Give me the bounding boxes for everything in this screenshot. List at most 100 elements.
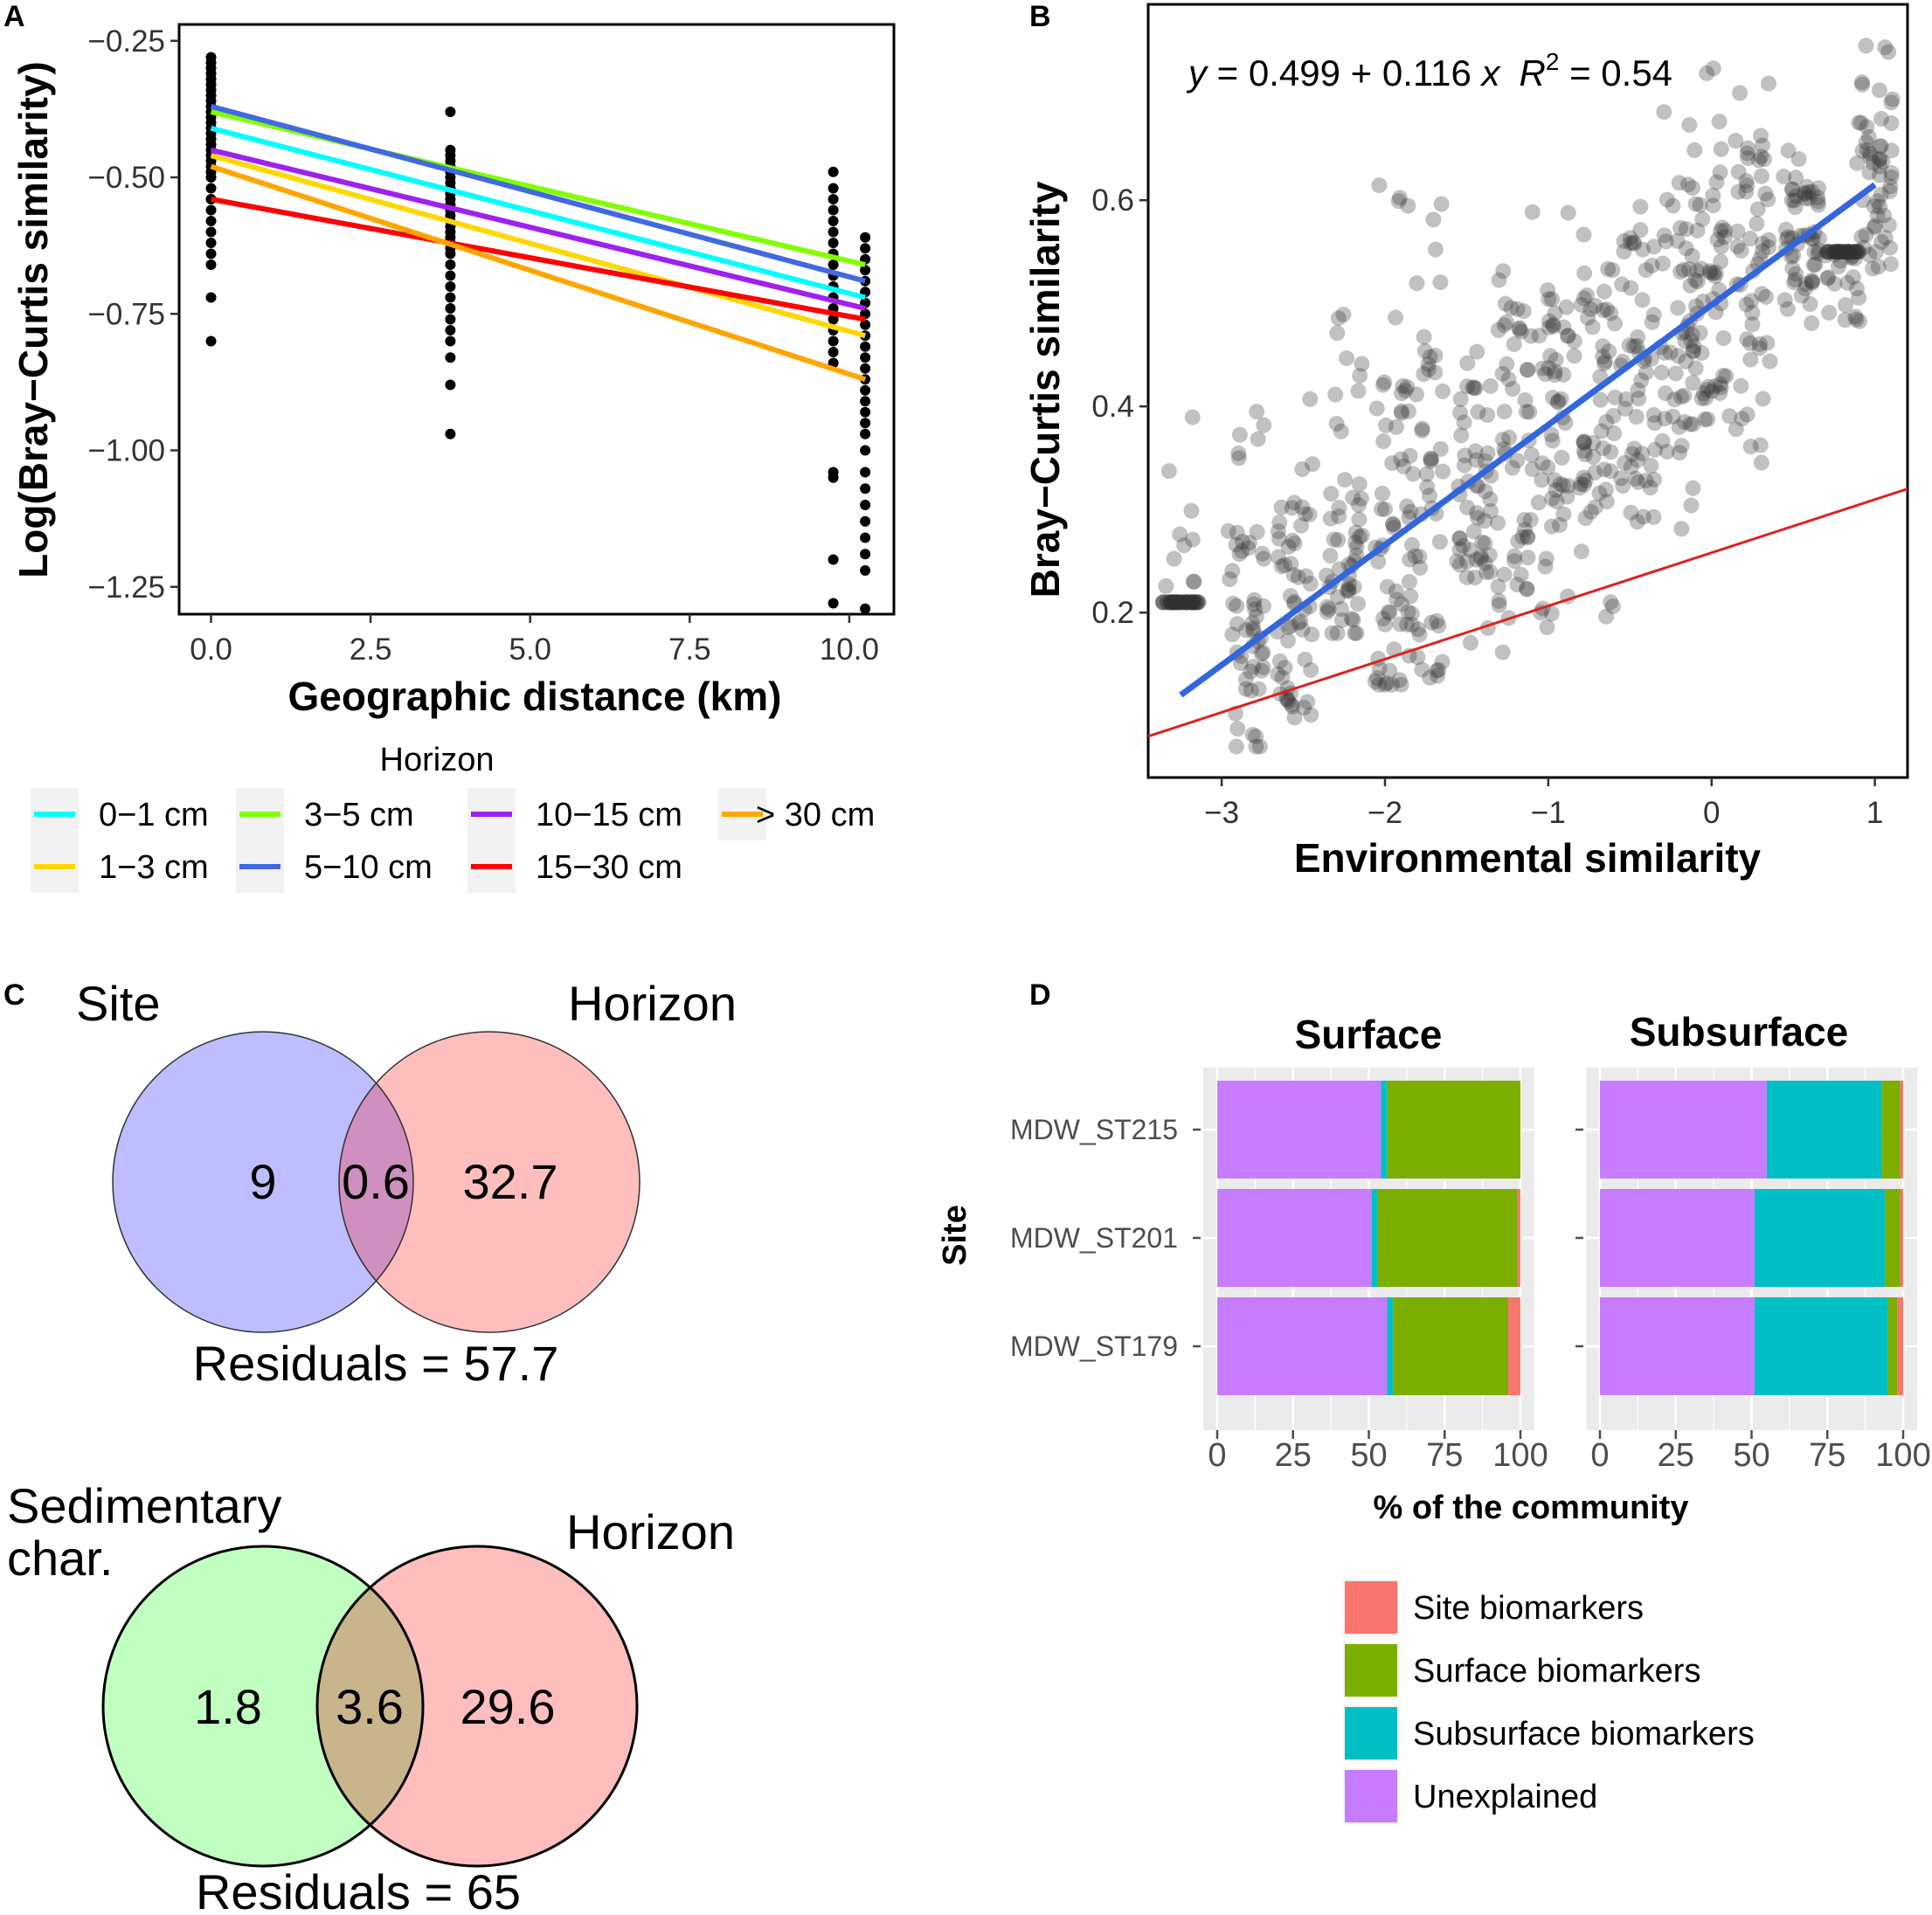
panel-b-point <box>1297 651 1313 667</box>
d-x-tick-label: 50 <box>1733 1437 1769 1474</box>
panel-b-point <box>1744 305 1761 321</box>
panel-b-point <box>1166 550 1182 567</box>
panel-b-point <box>1292 613 1309 630</box>
panel-b-point <box>1496 404 1513 420</box>
panel-b-point <box>1582 503 1599 520</box>
panel-b-point <box>1345 612 1361 628</box>
panel-a-point <box>205 172 217 183</box>
bar-surface-mdw_st215-surface-biomarkers <box>1387 1081 1520 1179</box>
panel-b-point <box>1553 391 1569 407</box>
panel-b-point <box>1658 233 1674 250</box>
panel-b-point <box>1333 612 1350 628</box>
panel-b-y-axis: 0.2 0.4 0.6 <box>1091 183 1148 630</box>
panel-b-point <box>1232 654 1249 671</box>
panel-b-point <box>1866 219 1882 236</box>
panel-b-point <box>1584 319 1601 335</box>
bar-subsurface-mdw_st179-subsurface-biomarkers <box>1754 1297 1888 1395</box>
panel-b-point <box>1451 557 1468 573</box>
panel-b-point <box>1540 459 1556 475</box>
panel-b-point <box>1405 466 1422 482</box>
panel-b-point <box>1495 263 1512 280</box>
panel-b-point <box>1395 377 1411 394</box>
panel-b-point <box>1340 576 1357 592</box>
panel-b-point <box>1376 374 1393 391</box>
panel-b-point <box>1432 274 1449 291</box>
eq-r: R <box>1520 52 1546 93</box>
panel-b-point <box>1538 550 1555 567</box>
panel-b-point <box>1184 409 1201 425</box>
panel-b-point <box>1784 260 1801 277</box>
panel-b-point <box>1329 325 1346 342</box>
panel-b-point <box>1477 555 1493 571</box>
panel-b-x-tick-label: 0 <box>1703 796 1720 830</box>
panel-b-point <box>1693 391 1710 407</box>
panel-b-point <box>1603 305 1619 321</box>
panel-b-point <box>1467 443 1484 460</box>
panel-a-point <box>828 347 839 357</box>
panel-b-point <box>1543 518 1560 535</box>
panel-b-point <box>1753 149 1769 165</box>
panel-b-point <box>1784 181 1801 197</box>
panel-b-x-tick-label: 1 <box>1866 796 1883 830</box>
venn2-right-label: Horizon <box>566 1504 735 1559</box>
panel-b-point <box>1375 377 1391 393</box>
panel-b-point <box>1409 621 1426 638</box>
panel-b-point <box>1862 149 1879 165</box>
panel-a-point <box>828 259 839 270</box>
panel-b-point <box>1733 377 1749 394</box>
panel-b-point <box>1850 244 1866 260</box>
d-x-tick-label: 0 <box>1208 1437 1226 1474</box>
panel-b-point <box>1343 611 1360 627</box>
panel-b-point <box>1755 391 1771 407</box>
panel-b-point <box>1742 335 1758 351</box>
panel-b-point <box>1542 348 1559 364</box>
bar-subsurface-mdw_st179-unexplained <box>1600 1297 1755 1395</box>
panel-b-point <box>1804 315 1820 331</box>
panel-b-point <box>1752 335 1769 352</box>
panel-b-point <box>1699 382 1715 398</box>
panel-b-point <box>1452 391 1469 407</box>
panel-b-point <box>1238 622 1255 639</box>
panel-b-point <box>1871 82 1887 99</box>
bar-subsurface-mdw_st201-site-biomarkers <box>1900 1189 1903 1287</box>
panel-a-x-tick-label: 7.5 <box>668 633 711 667</box>
panel-b-point <box>1159 594 1175 611</box>
panel-b-point <box>1183 594 1200 611</box>
panel-b-point <box>1573 296 1589 313</box>
panel-b-point <box>1515 303 1532 320</box>
panel-b-point <box>1851 244 1867 260</box>
panel-b-point <box>1801 190 1818 207</box>
panel-b-point <box>1179 594 1195 611</box>
panel-b-point <box>1371 676 1388 693</box>
bar-surface-mdw_st215-unexplained <box>1217 1081 1381 1179</box>
panel-b-point <box>1229 721 1246 737</box>
panel-b-point <box>1881 183 1898 200</box>
panel-b-x-tick-label: −1 <box>1531 796 1566 830</box>
panel-b-point <box>1847 244 1864 260</box>
panel-b-point <box>1630 474 1646 490</box>
panel-b-point <box>1874 153 1891 169</box>
panel-b-point <box>1606 425 1623 442</box>
panel-b-point <box>1423 451 1440 467</box>
panel-b-point <box>1676 387 1693 404</box>
panel-b-point <box>1844 248 1860 265</box>
panel-b-point <box>1427 364 1444 381</box>
panel-b-point <box>1762 353 1778 370</box>
bar-surface-mdw_st179-unexplained <box>1217 1297 1388 1395</box>
panel-b-point <box>1630 328 1646 345</box>
panel-b-point <box>1302 391 1319 407</box>
panel-a-point <box>860 565 871 576</box>
eq-sup: 2 <box>1546 48 1560 75</box>
panel-a-y-tick-label: −0.75 <box>87 297 165 331</box>
panel-b-point <box>1329 589 1346 605</box>
panel-b-point <box>1598 608 1615 625</box>
panel-b-point <box>1188 594 1205 611</box>
panel-a-point <box>860 319 871 330</box>
panel-b-point <box>1162 594 1179 611</box>
panel-b-point <box>1749 201 1766 218</box>
panel-b-point <box>1231 546 1248 563</box>
panel-b-point <box>1846 244 1863 260</box>
panel-b-point <box>1849 244 1866 260</box>
panel-b-point <box>1760 239 1776 255</box>
panel-b-point <box>1491 592 1507 609</box>
